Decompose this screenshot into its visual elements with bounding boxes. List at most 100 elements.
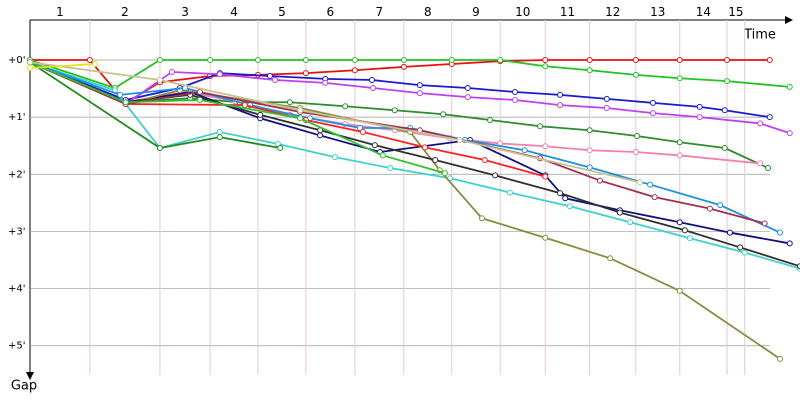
lap-marker xyxy=(196,97,203,103)
x-tick-label: 14 xyxy=(696,5,711,19)
lap-marker xyxy=(432,157,439,163)
lap-marker xyxy=(512,97,519,103)
x-tick-label: 1 xyxy=(56,5,64,19)
lap-marker xyxy=(706,205,713,212)
x-tick-label: 10 xyxy=(515,5,530,19)
lap-marker xyxy=(721,145,728,151)
lap-marker xyxy=(359,129,366,135)
lap-marker xyxy=(86,57,93,63)
lap-marker xyxy=(302,57,309,63)
lap-marker xyxy=(627,219,634,226)
lap-marker xyxy=(542,173,549,180)
lap-marker xyxy=(757,160,764,167)
lap-marker xyxy=(400,57,407,63)
lap-marker xyxy=(542,63,549,70)
lap-marker xyxy=(596,177,603,184)
lap-marker xyxy=(400,63,407,70)
lap-marker xyxy=(257,111,264,118)
x-tick-label: 2 xyxy=(121,5,129,19)
lap-marker xyxy=(724,57,731,63)
lap-marker xyxy=(486,117,493,123)
lap-marker xyxy=(254,57,261,63)
lap-marker xyxy=(586,147,593,154)
lap-marker xyxy=(387,165,394,171)
lap-marker xyxy=(647,181,654,188)
lap-marker xyxy=(616,209,623,216)
series-line xyxy=(29,61,546,178)
lap-marker xyxy=(512,89,519,95)
lap-marker xyxy=(676,75,683,82)
lap-marker xyxy=(681,227,688,234)
lap-marker xyxy=(122,99,129,106)
x-axis-arrow xyxy=(785,16,793,24)
lap-marker xyxy=(717,202,724,209)
lap-marker xyxy=(542,143,549,150)
lap-marker xyxy=(331,154,338,161)
lap-marker xyxy=(632,149,639,155)
lap-marker xyxy=(542,234,549,241)
x-tick-label: 9 xyxy=(472,5,480,19)
x-tick-label: 5 xyxy=(278,5,286,19)
lap-marker xyxy=(676,219,683,226)
lap-marker xyxy=(766,57,773,63)
lap-marker xyxy=(216,134,223,141)
lap-marker xyxy=(297,107,304,114)
lap-marker xyxy=(277,145,284,151)
lap-marker xyxy=(416,82,423,89)
lap-marker xyxy=(726,229,733,236)
lap-marker xyxy=(156,77,163,83)
lap-marker xyxy=(117,91,124,98)
lap-marker xyxy=(786,130,793,137)
x-axis-label: Time xyxy=(743,28,776,43)
lap-marker xyxy=(168,69,175,75)
lap-marker xyxy=(440,111,447,118)
y-axis-arrow xyxy=(26,372,34,380)
y-tick-label: +0' xyxy=(8,55,26,66)
lap-marker xyxy=(636,179,643,186)
lap-marker xyxy=(521,147,528,154)
lap-marker xyxy=(27,59,33,66)
lap-marker xyxy=(266,73,273,79)
lap-marker xyxy=(297,115,304,122)
lap-marker xyxy=(562,195,569,202)
lap-marker xyxy=(216,129,223,135)
x-tick-label: 6 xyxy=(327,5,335,19)
lap-marker xyxy=(391,107,398,114)
lap-marker xyxy=(421,144,428,151)
lap-marker xyxy=(286,99,293,106)
lap-marker xyxy=(651,194,658,201)
lap-marker xyxy=(272,77,279,83)
lap-marker xyxy=(566,203,573,210)
lap-marker xyxy=(368,77,375,83)
y-tick-label: +3' xyxy=(8,226,26,237)
series-line xyxy=(29,61,770,119)
lap-marker xyxy=(342,103,349,110)
lap-marker xyxy=(351,57,358,63)
y-tick-label: +4' xyxy=(8,284,26,295)
lap-marker xyxy=(557,91,564,98)
lap-marker xyxy=(91,61,98,67)
lap-marker xyxy=(557,190,564,197)
lap-marker xyxy=(777,229,784,236)
lap-marker xyxy=(302,70,309,77)
lap-marker xyxy=(492,172,499,179)
lap-marker xyxy=(371,142,378,149)
series-line xyxy=(29,61,781,234)
x-tick-label: 4 xyxy=(230,5,238,19)
lap-marker xyxy=(649,110,656,117)
lap-marker xyxy=(632,57,639,63)
lap-marker xyxy=(506,189,513,196)
lap-marker xyxy=(603,95,610,102)
lap-marker xyxy=(721,107,728,114)
series-line xyxy=(29,59,790,89)
series-line xyxy=(29,61,446,175)
lap-marker xyxy=(351,67,358,74)
lap-marker xyxy=(478,215,485,222)
lap-marker xyxy=(379,152,386,159)
lap-marker xyxy=(696,103,703,110)
y-tick-label: +2' xyxy=(8,169,26,180)
x-tick-label: 7 xyxy=(376,5,384,19)
lap-marker xyxy=(441,170,448,177)
